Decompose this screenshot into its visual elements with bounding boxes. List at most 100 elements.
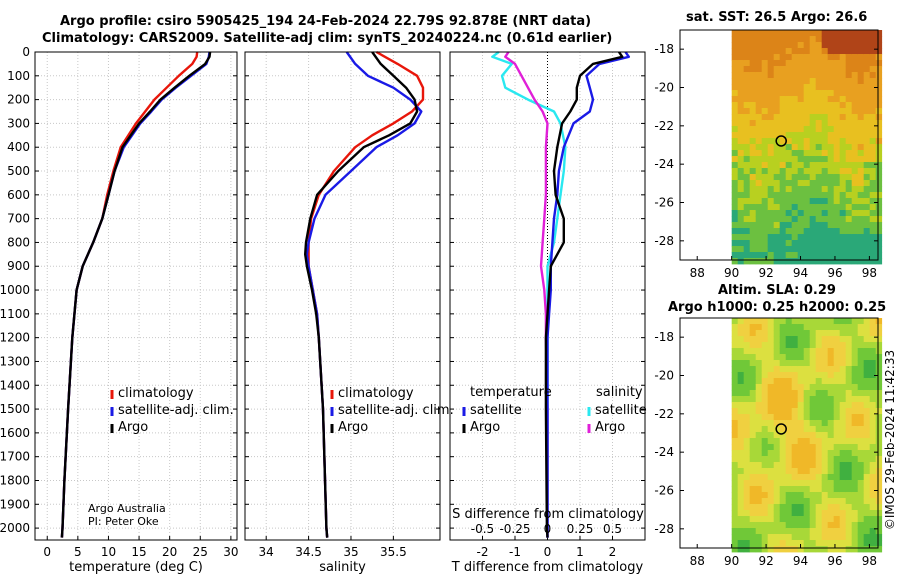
map-cell xyxy=(767,192,775,199)
map-cell xyxy=(809,174,817,181)
map-cell xyxy=(761,504,769,511)
map-cell xyxy=(749,450,757,457)
map-x-tick-label: 90 xyxy=(724,266,739,280)
map-cell xyxy=(827,486,835,493)
map-cell xyxy=(857,378,865,385)
map-cell xyxy=(809,42,817,49)
map-cell xyxy=(767,480,775,487)
map-cell xyxy=(857,132,865,139)
map-cell xyxy=(779,492,787,499)
map-cell xyxy=(827,480,835,487)
map-cell xyxy=(803,114,811,121)
map-cell xyxy=(839,516,847,523)
map-cell xyxy=(755,510,763,517)
map-cell xyxy=(743,162,751,169)
map-cell xyxy=(833,528,841,535)
map-cell xyxy=(737,150,745,157)
depth-tick-label: 1100 xyxy=(0,307,30,321)
map-cell xyxy=(785,180,793,187)
map-cell xyxy=(797,492,805,499)
map-cell xyxy=(809,228,817,235)
map-cell xyxy=(797,240,805,247)
map-cell xyxy=(755,522,763,529)
map-cell xyxy=(773,204,781,211)
map-cell xyxy=(773,318,781,325)
map-cell xyxy=(869,486,877,493)
map-cell xyxy=(827,96,835,103)
map-cell xyxy=(851,210,859,217)
map-cell xyxy=(839,444,847,451)
map-cell xyxy=(743,468,751,475)
map-cell xyxy=(857,522,865,529)
map-cell xyxy=(815,318,823,325)
map-cell xyxy=(839,30,847,37)
map-cell xyxy=(833,156,841,163)
map-cell xyxy=(803,192,811,199)
map-cell xyxy=(827,360,835,367)
map-cell xyxy=(791,60,799,67)
map-cell xyxy=(737,510,745,517)
map-cell xyxy=(803,174,811,181)
map-cell xyxy=(737,438,745,445)
map-cell xyxy=(815,354,823,361)
map-cell xyxy=(827,222,835,229)
map-cell xyxy=(803,348,811,355)
map-cell xyxy=(785,330,793,337)
map-cell xyxy=(845,450,853,457)
map-cell xyxy=(845,42,853,49)
map-cell xyxy=(743,132,751,139)
map-cell xyxy=(845,360,853,367)
map-cell xyxy=(827,432,835,439)
map-cell xyxy=(761,462,769,469)
map-cell xyxy=(779,102,787,109)
map-cell xyxy=(839,462,847,469)
map-cell xyxy=(785,78,793,85)
map-cell xyxy=(857,546,865,553)
map-cell xyxy=(737,474,745,481)
map-cell xyxy=(869,60,877,67)
map-cell xyxy=(737,126,745,133)
map-cell xyxy=(731,462,739,469)
map-cell xyxy=(869,408,877,415)
depth-tick-label: 1300 xyxy=(0,354,30,368)
map-cell xyxy=(827,396,835,403)
map-cell xyxy=(755,90,763,97)
map-cell xyxy=(863,114,871,121)
map-cell xyxy=(803,234,811,241)
map-cell xyxy=(779,522,787,529)
map-cell xyxy=(743,396,751,403)
map-cell xyxy=(779,210,787,217)
x-tick-label: 15 xyxy=(131,545,146,559)
map-cell xyxy=(869,474,877,481)
map-cell xyxy=(815,72,823,79)
map-cell xyxy=(743,144,751,151)
map-cell xyxy=(827,420,835,427)
map-cell xyxy=(731,516,739,523)
map-cell xyxy=(743,432,751,439)
map-cell xyxy=(839,252,847,259)
map-cell xyxy=(851,402,859,409)
map-cell xyxy=(779,342,787,349)
map-cell xyxy=(779,480,787,487)
map-cell xyxy=(785,198,793,205)
map-cell xyxy=(767,66,775,73)
map-cell xyxy=(821,144,829,151)
map-cell xyxy=(785,42,793,49)
map-cell xyxy=(773,192,781,199)
map-cell xyxy=(761,48,769,55)
map-cell xyxy=(749,240,757,247)
map-cell xyxy=(827,150,835,157)
map-cell xyxy=(827,198,835,205)
map-cell xyxy=(863,450,871,457)
map-cell xyxy=(791,498,799,505)
map-cell xyxy=(755,426,763,433)
map-cell xyxy=(851,522,859,529)
map-cell xyxy=(815,96,823,103)
map-cell xyxy=(827,132,835,139)
map-cell xyxy=(749,90,757,97)
map-cell xyxy=(761,162,769,169)
map-cell xyxy=(767,528,775,535)
map-cell xyxy=(797,156,805,163)
map-cell xyxy=(749,444,757,451)
map-cell xyxy=(737,198,745,205)
